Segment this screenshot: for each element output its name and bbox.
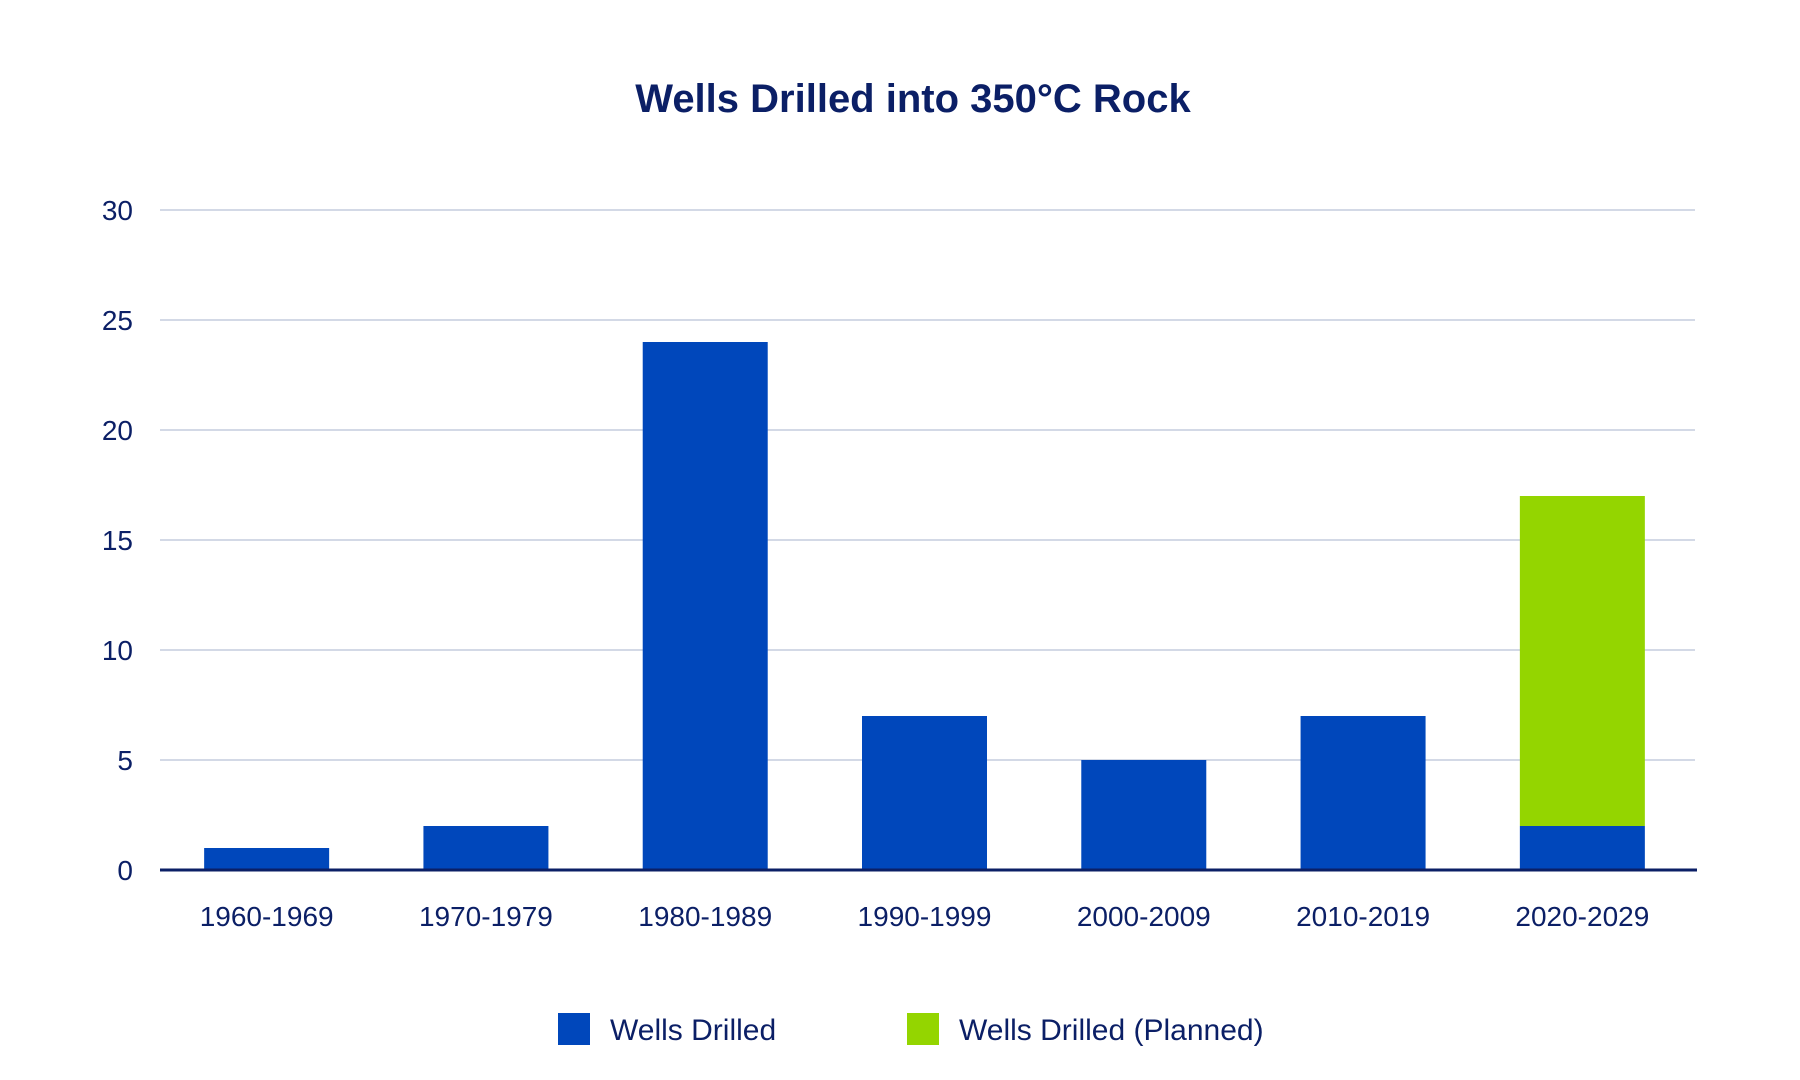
- bars: [204, 342, 1645, 870]
- y-tick-label: 25: [102, 305, 133, 336]
- bar-wells-drilled-1960-1969: [204, 848, 330, 870]
- bar-wells-drilled-1990-1999: [862, 716, 987, 870]
- bar-wells-drilled-2020-2029: [1519, 826, 1645, 870]
- y-tick-label: 0: [117, 855, 133, 886]
- y-tick-label: 10: [102, 635, 133, 666]
- gridlines: [160, 209, 1695, 761]
- legend: Wells Drilled Wells Drilled (Planned): [558, 1013, 1264, 1047]
- x-tick-label: 2020-2029: [1515, 901, 1649, 932]
- bar-wells-drilled-planned-2020-2029: [1519, 496, 1645, 826]
- bar-wells-drilled-1980-1989: [642, 342, 768, 870]
- x-tick-label: 1990-1999: [858, 901, 992, 932]
- legend-swatch-wells-drilled: [558, 1013, 590, 1045]
- chart-title: Wells Drilled into 350°C Rock: [635, 77, 1191, 121]
- bar-wells-drilled-1970-1979: [423, 826, 549, 870]
- y-tick-label: 20: [102, 415, 133, 446]
- legend-swatch-wells-drilled-planned: [907, 1013, 939, 1045]
- y-tick-label: 5: [117, 745, 133, 776]
- bar-wells-drilled-2010-2019: [1300, 716, 1426, 870]
- x-axis: 1960-1969 1970-1979 1980-1989 1990-1999 2000…: [160, 868, 1697, 932]
- x-tick-label: 1970-1979: [419, 901, 553, 932]
- legend-label-wells-drilled: Wells Drilled: [610, 1014, 776, 1047]
- legend-label-wells-drilled-planned: Wells Drilled (Planned): [959, 1014, 1264, 1047]
- y-tick-label: 30: [102, 195, 133, 226]
- x-tick-label: 1960-1969: [200, 901, 334, 932]
- x-tick-label: 1980-1989: [638, 901, 772, 932]
- y-tick-label: 15: [102, 525, 133, 556]
- x-tick-label: 2000-2009: [1077, 901, 1211, 932]
- x-tick-label: 2010-2019: [1296, 901, 1430, 932]
- bar-wells-drilled-2000-2009: [1081, 760, 1207, 870]
- y-axis-ticks: 0 5 10 15 20 25 30: [102, 195, 133, 886]
